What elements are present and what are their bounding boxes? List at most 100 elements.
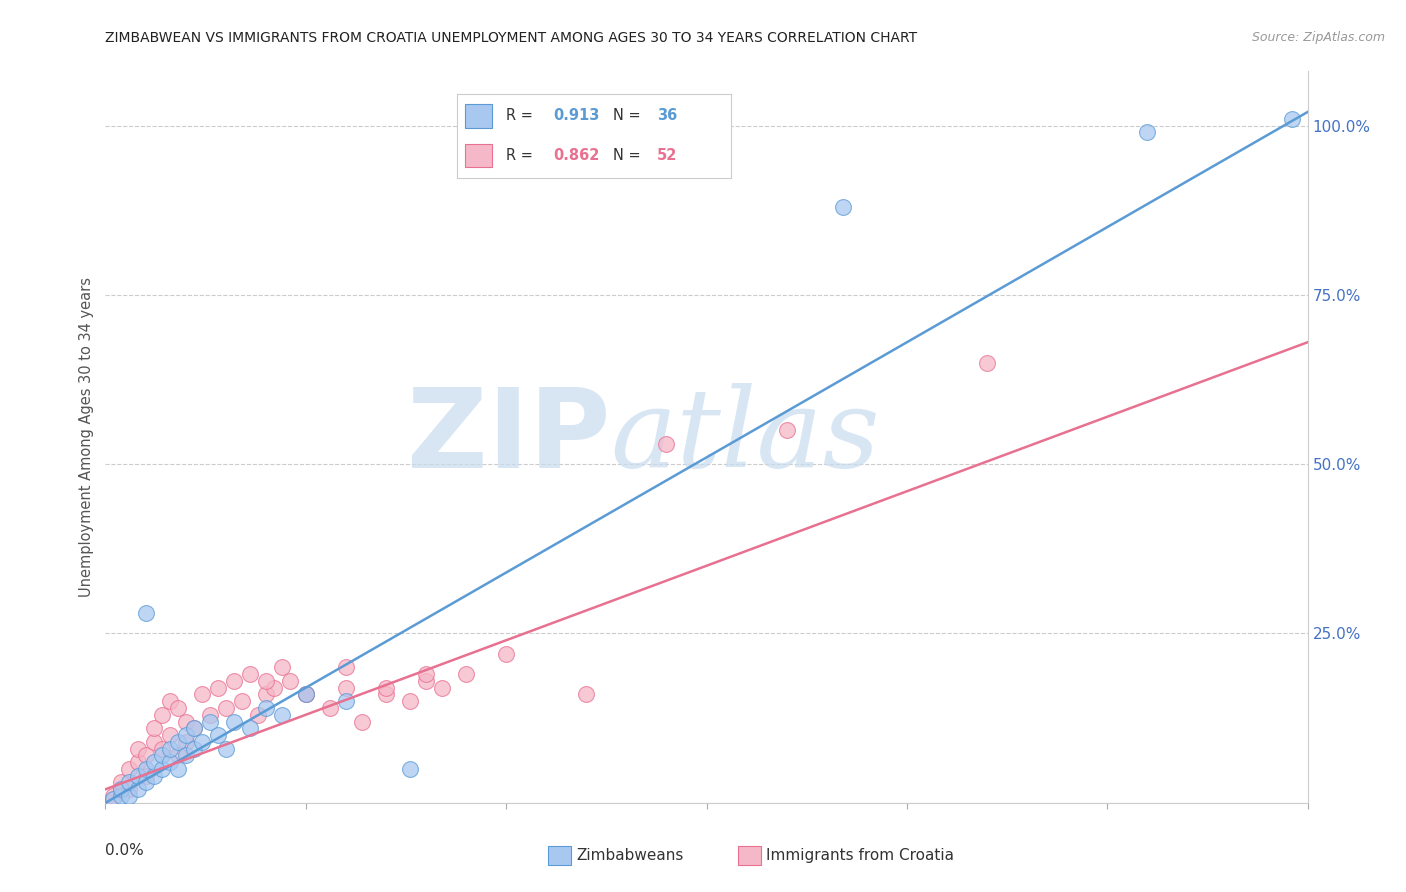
Point xyxy=(295,688,318,702)
Text: 0.0%: 0.0% xyxy=(105,843,145,858)
Point xyxy=(118,762,141,776)
Point xyxy=(319,701,342,715)
Point xyxy=(415,667,437,681)
Point xyxy=(150,707,173,722)
Point xyxy=(174,728,197,742)
Point xyxy=(142,755,165,769)
Bar xyxy=(465,144,492,168)
Text: 36: 36 xyxy=(657,108,678,123)
Point xyxy=(430,681,453,695)
Point xyxy=(239,721,262,735)
Point xyxy=(278,673,301,688)
Point xyxy=(142,721,165,735)
Text: N =: N = xyxy=(613,108,645,123)
Point xyxy=(135,748,157,763)
Point xyxy=(399,694,422,708)
Point xyxy=(495,647,517,661)
Point xyxy=(183,721,205,735)
Point xyxy=(127,741,149,756)
Point xyxy=(207,681,229,695)
Point xyxy=(150,762,173,776)
Point xyxy=(159,694,181,708)
Point xyxy=(127,782,149,797)
Point xyxy=(166,748,188,763)
Point xyxy=(222,673,245,688)
Text: 0.913: 0.913 xyxy=(553,108,599,123)
Point xyxy=(118,789,141,803)
Point xyxy=(1281,112,1303,126)
Point xyxy=(166,701,188,715)
Point xyxy=(174,748,197,763)
Point xyxy=(263,681,285,695)
Y-axis label: Unemployment Among Ages 30 to 34 years: Unemployment Among Ages 30 to 34 years xyxy=(79,277,94,597)
Point xyxy=(198,707,221,722)
Point xyxy=(198,714,221,729)
Point xyxy=(214,701,236,715)
Point xyxy=(335,660,357,674)
Point xyxy=(142,769,165,783)
Point xyxy=(1136,125,1159,139)
Text: Zimbabweans: Zimbabweans xyxy=(576,848,683,863)
Point xyxy=(159,755,181,769)
Point xyxy=(174,735,197,749)
Point xyxy=(575,688,598,702)
Point xyxy=(166,762,188,776)
Point xyxy=(127,769,149,783)
Point xyxy=(110,789,132,803)
Point xyxy=(127,755,149,769)
Point xyxy=(150,741,173,756)
Point xyxy=(174,714,197,729)
Point xyxy=(135,769,157,783)
Point xyxy=(190,735,212,749)
Point xyxy=(350,714,373,729)
Point xyxy=(254,688,277,702)
Point xyxy=(110,775,132,789)
Point xyxy=(335,681,357,695)
Point xyxy=(135,775,157,789)
Point xyxy=(270,660,292,674)
Point xyxy=(295,688,318,702)
Point xyxy=(295,688,318,702)
Point xyxy=(831,200,853,214)
Text: N =: N = xyxy=(613,147,645,162)
Text: Immigrants from Croatia: Immigrants from Croatia xyxy=(766,848,955,863)
Point xyxy=(254,673,277,688)
Point xyxy=(246,707,269,722)
Point xyxy=(118,775,141,789)
Text: R =: R = xyxy=(506,108,538,123)
Point xyxy=(183,741,205,756)
Point xyxy=(335,694,357,708)
Point xyxy=(118,782,141,797)
Point xyxy=(159,728,181,742)
Point xyxy=(976,355,998,369)
Text: R =: R = xyxy=(506,147,538,162)
Point xyxy=(135,606,157,620)
Point xyxy=(454,667,477,681)
Text: ZIP: ZIP xyxy=(406,384,610,491)
Point xyxy=(103,792,125,806)
Point xyxy=(142,735,165,749)
Point xyxy=(239,667,262,681)
Point xyxy=(103,792,125,806)
Point xyxy=(207,728,229,742)
Point xyxy=(655,437,678,451)
Point xyxy=(150,748,173,763)
Text: ZIMBABWEAN VS IMMIGRANTS FROM CROATIA UNEMPLOYMENT AMONG AGES 30 TO 34 YEARS COR: ZIMBABWEAN VS IMMIGRANTS FROM CROATIA UN… xyxy=(105,31,918,45)
Point xyxy=(183,721,205,735)
Point xyxy=(415,673,437,688)
Text: Source: ZipAtlas.com: Source: ZipAtlas.com xyxy=(1251,31,1385,45)
Point xyxy=(374,681,398,695)
Point xyxy=(270,707,292,722)
Point xyxy=(254,701,277,715)
Text: 52: 52 xyxy=(657,147,678,162)
Point xyxy=(166,735,188,749)
Point xyxy=(231,694,253,708)
Text: 0.862: 0.862 xyxy=(553,147,599,162)
Point xyxy=(110,782,132,797)
Point xyxy=(190,688,212,702)
Point xyxy=(776,423,799,437)
Text: atlas: atlas xyxy=(610,384,880,491)
Point xyxy=(135,762,157,776)
Point xyxy=(214,741,236,756)
Point xyxy=(110,782,132,797)
